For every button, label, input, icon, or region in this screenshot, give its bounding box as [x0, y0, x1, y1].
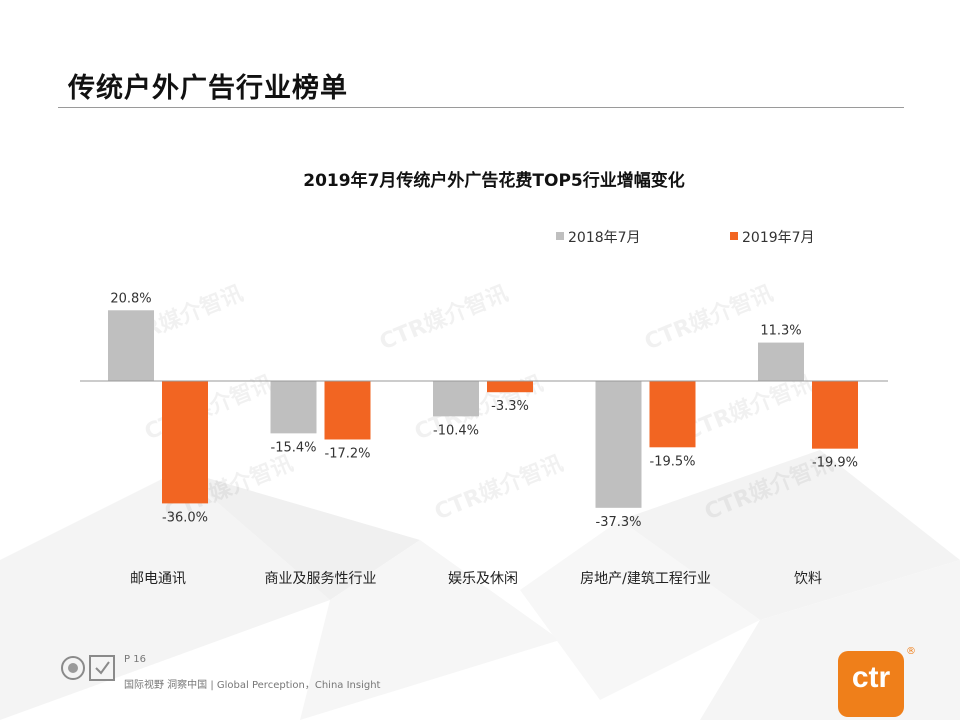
bar-2018 — [758, 342, 804, 381]
bar-2019 — [162, 381, 208, 504]
data-label: -10.4% — [433, 423, 479, 438]
ctr-logo: ctr — [838, 651, 904, 717]
data-label: -17.2% — [325, 446, 371, 461]
bar-2019 — [487, 381, 533, 393]
bar-2019 — [812, 381, 858, 449]
bar-2019 — [324, 381, 371, 440]
footer-slogan: 国际视野 洞察中国 | Global Perception，China Insi… — [124, 680, 381, 691]
bar-2019 — [649, 381, 696, 448]
data-label: -3.3% — [491, 399, 529, 414]
data-label: -36.0% — [162, 510, 208, 525]
legend-label-2019: 2019年7月 — [742, 230, 815, 246]
registered-mark: ® — [906, 646, 916, 657]
category-label: 邮电通讯 — [130, 571, 186, 587]
data-label: -19.5% — [650, 454, 696, 469]
data-label: -15.4% — [271, 440, 317, 455]
page-number: P 16 — [124, 654, 146, 665]
title-divider — [58, 107, 904, 108]
data-label: -19.9% — [812, 456, 858, 471]
category-label: 房地产/建筑工程行业 — [580, 571, 711, 587]
bar-2018 — [433, 381, 479, 417]
legend-swatch-2019 — [730, 232, 738, 240]
category-label: 娱乐及休闲 — [448, 571, 518, 587]
page-title: 传统户外广告行业榜单 — [68, 73, 348, 104]
bar-2018 — [595, 381, 642, 508]
data-label: -37.3% — [596, 515, 642, 530]
data-label: 11.3% — [760, 324, 801, 339]
category-label: 饮料 — [794, 571, 822, 587]
legend-swatch-2018 — [556, 232, 564, 240]
legend-label-2018: 2018年7月 — [568, 230, 641, 246]
chart-title: 2019年7月传统户外广告花费TOP5行业增幅变化 — [303, 170, 684, 191]
bar-2018 — [108, 310, 154, 381]
category-label: 商业及服务性行业 — [265, 571, 377, 587]
bar-2018 — [270, 381, 317, 434]
certification-logos — [61, 655, 115, 681]
ctr-logo-text: ctr — [851, 661, 891, 694]
data-label: 20.8% — [110, 291, 151, 306]
